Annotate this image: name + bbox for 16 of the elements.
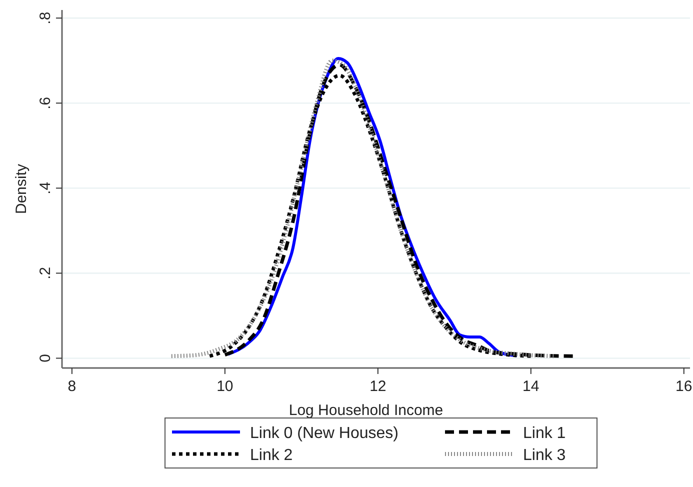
y-tick-label: .8 [37, 12, 54, 24]
y-tick-label: .4 [37, 182, 54, 194]
legend-label: Link 0 (New Houses) [250, 425, 398, 442]
x-axis-title: Log Household Income [288, 402, 444, 419]
y-tick-label: 0 [37, 354, 54, 362]
y-tick-label: .6 [37, 96, 54, 110]
y-axis-title: Density [13, 164, 30, 214]
x-tick-label: 16 [676, 378, 692, 395]
y-tick-label: .2 [37, 266, 54, 280]
x-tick-label: 8 [68, 378, 76, 395]
legend-label: Link 1 [523, 425, 566, 442]
x-tick-label: 12 [370, 378, 386, 395]
x-tick-label: 14 [522, 378, 540, 395]
legend-label: Link 2 [250, 447, 293, 464]
x-tick-label: 10 [216, 378, 234, 395]
legend-label: Link 3 [523, 447, 566, 464]
